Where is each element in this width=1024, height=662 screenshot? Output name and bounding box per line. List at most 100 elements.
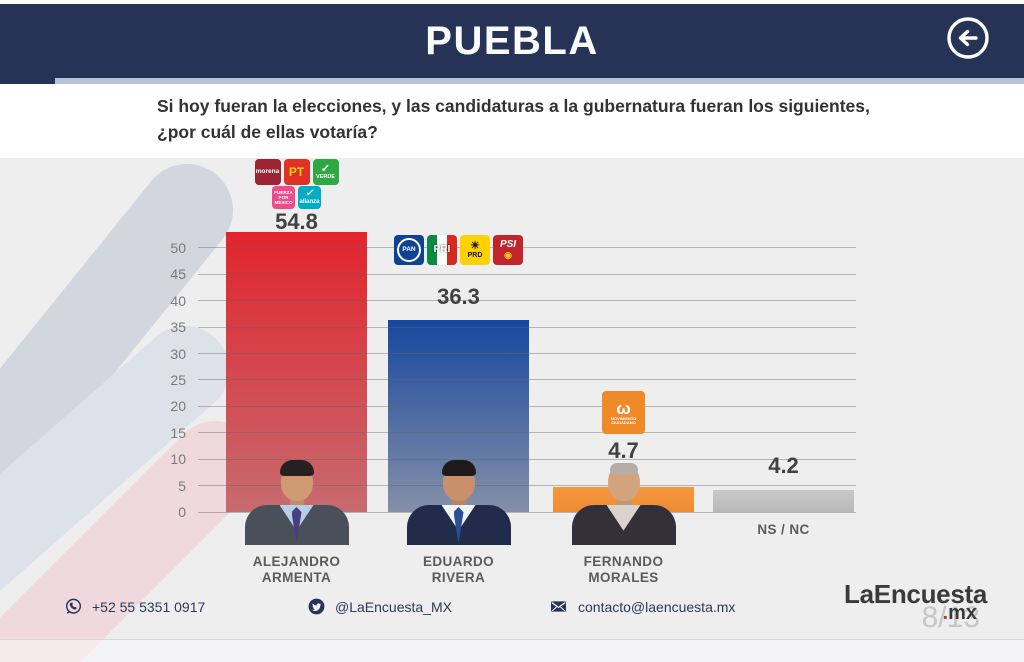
question-line-2: ¿por cuál de ellas votaría? bbox=[157, 122, 378, 142]
avatar-tie bbox=[291, 507, 302, 541]
brand-logo-tld: .mx bbox=[942, 602, 977, 624]
y-tick-25: 25 bbox=[170, 371, 186, 388]
y-tick-35: 35 bbox=[170, 319, 186, 336]
header-accent-strip bbox=[0, 78, 1024, 84]
value-label-fernando-morales: 4.7 bbox=[608, 438, 639, 463]
party-logo-alianza-glyph: ✓ bbox=[305, 188, 314, 200]
contact-phone-text: +52 55 5351 0917 bbox=[92, 598, 206, 615]
bar-ns-nc bbox=[713, 489, 854, 512]
party-logo-verde: ✓ VERDE bbox=[312, 159, 339, 185]
back-button[interactable] bbox=[944, 15, 992, 63]
question-panel: Si hoy fueran la elecciones, y las candi… bbox=[0, 84, 1024, 158]
gridline-35 bbox=[198, 326, 856, 328]
category-label-line: NS / NC bbox=[757, 522, 810, 537]
party-logo-prd-label: PRD bbox=[467, 251, 483, 259]
value-label-ns-nc: 4.2 bbox=[768, 453, 799, 478]
value-label-eduardo-rivera: 36.3 bbox=[437, 284, 480, 309]
y-tick-0: 0 bbox=[178, 504, 186, 520]
gridline-45 bbox=[198, 273, 856, 275]
bottom-strip bbox=[0, 640, 1024, 662]
gridline-40 bbox=[198, 300, 856, 302]
gridline-30 bbox=[198, 353, 856, 355]
party-logo-pt: PT bbox=[283, 159, 310, 185]
y-tick-40: 40 bbox=[170, 292, 186, 309]
party-logo-pri: PRI bbox=[427, 235, 457, 265]
gridline-20 bbox=[198, 405, 856, 407]
avatar-hair bbox=[441, 460, 476, 476]
header-accent-notch bbox=[0, 78, 55, 84]
contact-twitter[interactable]: @LaEncuesta_MX bbox=[307, 597, 452, 616]
y-tick-10: 10 bbox=[170, 451, 186, 468]
avatar-hair bbox=[609, 463, 638, 474]
gridline-10 bbox=[198, 458, 856, 460]
avatar-tie bbox=[453, 507, 464, 541]
candidate-photo-eduardo-rivera bbox=[406, 459, 511, 545]
party-logo-pri-label: PRI bbox=[433, 243, 451, 255]
email-icon bbox=[550, 601, 567, 612]
y-tick-30: 30 bbox=[170, 345, 186, 362]
candidate-photo-fernando-morales bbox=[571, 459, 676, 545]
logo-row-alejandro-armenta-1: morena PT ✓ VERDE bbox=[207, 159, 387, 185]
party-logo-pt-label: PT bbox=[288, 164, 305, 179]
category-label-line: RIVERA bbox=[431, 570, 486, 585]
category-label-fernando-morales: FERNANDO MORALES bbox=[549, 554, 699, 586]
logo-row-alejandro-armenta-2: FUERZA POR MÉXICO ✓ alianza bbox=[207, 186, 387, 209]
twitter-icon bbox=[308, 598, 325, 615]
y-tick-15: 15 bbox=[170, 424, 186, 441]
y-tick-45: 45 bbox=[170, 266, 186, 283]
party-logo-psi: PSI ◉ bbox=[493, 235, 523, 265]
plot-area: 0 5 10 15 20 25 30 35 40 45 50 morena PT ✓ VERDE FUERZA… bbox=[170, 159, 856, 585]
party-logo-mc-glyph: ω bbox=[616, 398, 631, 418]
whatsapp-icon bbox=[65, 598, 82, 614]
party-logo-fuerza-label: FUERZA POR MÉXICO bbox=[274, 190, 293, 205]
gridline-15 bbox=[198, 432, 856, 434]
party-logo-psi-label: PSI bbox=[499, 239, 517, 251]
gridline-25 bbox=[198, 379, 856, 381]
party-logo-pan-label: PAN bbox=[397, 238, 421, 262]
brand-logo: LaEncuesta bbox=[844, 579, 987, 609]
party-logo-psi-glyph: ◉ bbox=[504, 249, 512, 260]
party-logo-prd: ☀ PRD bbox=[460, 235, 490, 265]
contact-email[interactable]: contacto@laencuesta.mx bbox=[548, 597, 735, 616]
category-label-line: ALEJANDRO bbox=[252, 554, 341, 569]
y-tick-20: 20 bbox=[170, 398, 186, 415]
party-logo-mc-label: MOVIMIENTO CIUDADANO bbox=[610, 415, 637, 425]
page-title: PUEBLA bbox=[425, 19, 599, 63]
y-tick-5: 5 bbox=[178, 477, 186, 494]
gridline-0 bbox=[198, 511, 856, 513]
category-label-line: FERNANDO bbox=[583, 554, 664, 569]
header-bar: PUEBLA bbox=[0, 4, 1024, 78]
candidate-photo-alejandro-armenta bbox=[244, 459, 349, 545]
category-label-ns-nc: NS / NC bbox=[709, 522, 859, 538]
party-logo-morena: morena bbox=[254, 159, 281, 185]
category-label-alejandro-armenta: ALEJANDRO ARMENTA bbox=[222, 554, 372, 586]
contact-whatsapp[interactable]: +52 55 5351 0917 bbox=[64, 597, 205, 616]
category-label-eduardo-rivera: EDUARDO RIVERA bbox=[384, 554, 534, 586]
gridline-50 bbox=[198, 247, 856, 249]
logo-row-fernando-morales-1: ω MOVIMIENTO CIUDADANO bbox=[534, 391, 714, 434]
contact-email-text: contacto@laencuesta.mx bbox=[578, 598, 736, 615]
party-logo-mc: ω MOVIMIENTO CIUDADANO bbox=[602, 391, 645, 434]
party-logo-pan: PAN bbox=[394, 235, 424, 265]
category-label-line: ARMENTA bbox=[261, 570, 332, 585]
category-label-line: MORALES bbox=[588, 570, 659, 585]
party-logo-morena-label: morena bbox=[255, 167, 280, 175]
category-label-line: EDUARDO bbox=[422, 554, 495, 569]
question-line-1: Si hoy fueran la elecciones, y las candi… bbox=[157, 96, 870, 116]
circle-arrow-left-icon bbox=[947, 17, 989, 59]
value-label-alejandro-armenta: 54.8 bbox=[275, 209, 318, 234]
gridline-5 bbox=[198, 485, 856, 487]
party-logo-fuerza: FUERZA POR MÉXICO bbox=[272, 186, 295, 209]
party-logo-verde-label: VERDE bbox=[316, 173, 335, 180]
brand-dot: . bbox=[942, 602, 949, 624]
party-logo-verde-glyph: ✓ bbox=[320, 162, 331, 175]
page-indicator: 8/13 bbox=[921, 601, 980, 634]
background-stripes bbox=[0, 164, 259, 662]
party-logo-prd-glyph: ☀ bbox=[470, 239, 480, 252]
avatar-hair bbox=[279, 460, 314, 476]
contact-twitter-text: @LaEncuesta_MX bbox=[335, 598, 452, 615]
party-logo-alianza-label: alianza bbox=[299, 199, 320, 206]
y-tick-50: 50 bbox=[170, 239, 186, 256]
party-logo-alianza: ✓ alianza bbox=[298, 186, 321, 209]
